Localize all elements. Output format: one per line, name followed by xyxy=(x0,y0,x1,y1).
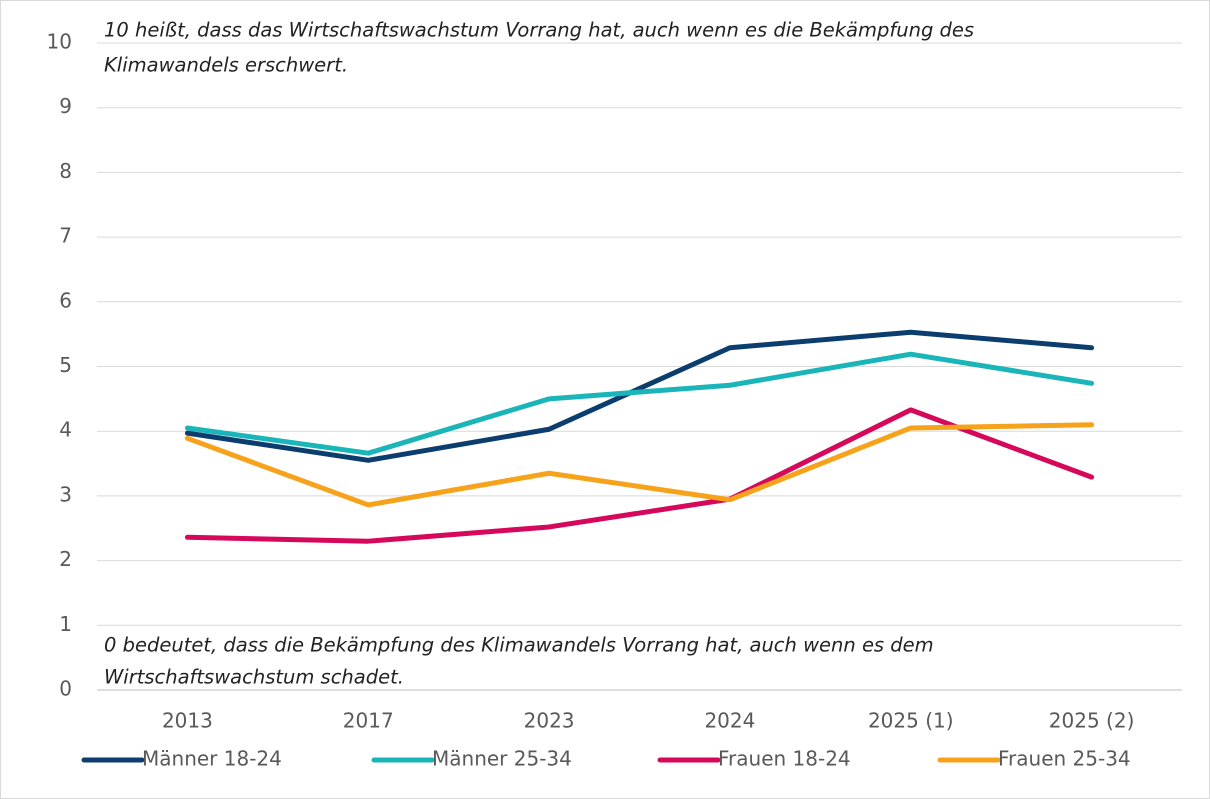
annotation: Klimawandels erschwert. xyxy=(104,54,348,77)
y-tick-label: 5 xyxy=(59,353,72,377)
x-tick-label: 2013 xyxy=(162,709,213,733)
annotation: 0 bedeutet, dass die Bekämpfung des Klim… xyxy=(104,634,934,657)
series-line xyxy=(184,351,1095,456)
y-tick-label: 0 xyxy=(59,677,72,701)
x-tick-label: 2024 xyxy=(704,709,755,733)
y-tick-label: 10 xyxy=(47,30,72,54)
legend-label: Männer 18-24 xyxy=(142,747,282,771)
y-tick-label: 9 xyxy=(59,94,72,118)
y-tick-label: 1 xyxy=(59,612,72,636)
y-tick-label: 2 xyxy=(59,547,72,571)
y-tick-label: 7 xyxy=(59,224,72,248)
annotation: Wirtschaftswachstum schadet. xyxy=(104,666,404,689)
x-tick-label: 2017 xyxy=(343,709,394,733)
x-tick-label: 2025 (2) xyxy=(1049,709,1135,733)
series-line xyxy=(184,422,1095,508)
legend-label: Frauen 18-24 xyxy=(718,747,851,771)
y-tick-label: 3 xyxy=(59,482,72,506)
x-tick-label: 2023 xyxy=(524,709,575,733)
annotation: 10 heißt, dass das Wirtschaftswachstum V… xyxy=(104,19,974,42)
y-tick-label: 4 xyxy=(59,418,72,442)
y-tick-label: 8 xyxy=(59,159,72,183)
legend-label: Männer 25-34 xyxy=(432,747,572,771)
x-tick-label: 2025 (1) xyxy=(868,709,954,733)
series-line xyxy=(184,329,1095,463)
y-tick-label: 6 xyxy=(59,288,72,312)
legend-label: Frauen 25-34 xyxy=(998,747,1131,771)
series-line xyxy=(184,407,1095,544)
